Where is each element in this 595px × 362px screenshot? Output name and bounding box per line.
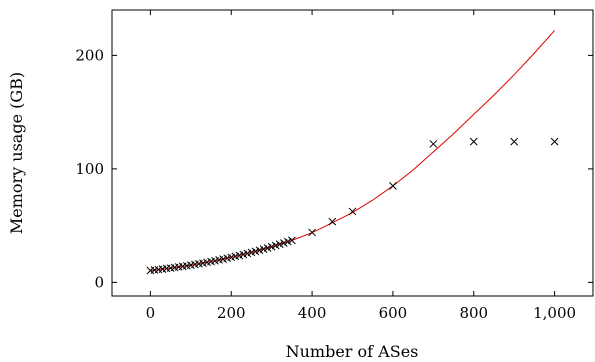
y-tick-label: 100 [75,160,104,178]
x-tick-label: 0 [146,304,156,322]
fit-curve [150,30,555,271]
y-axis-label: Memory usage (GB) [7,72,26,234]
data-point [550,137,559,146]
x-axis-label: Number of ASes [286,342,419,361]
y-tick-label: 200 [75,46,104,64]
y-tick-label: 0 [94,273,104,291]
x-tick-label: 200 [217,304,246,322]
data-point [429,140,438,148]
data-point [510,137,519,146]
y-axis-ticks: 0 100 200 [75,46,593,291]
x-tick-label: 400 [298,304,327,322]
x-tick-label: 1,000 [533,304,576,322]
data-point [389,182,397,190]
data-point [308,228,316,237]
data-points-layer [146,137,559,275]
data-point [348,207,357,216]
x-tick-label: 800 [459,304,488,322]
plot-frame [111,9,594,297]
x-axis-ticks: 0 200 400 600 800 1,000 [146,10,576,322]
data-point [328,217,337,226]
data-point [288,236,296,245]
data-point [279,239,288,247]
x-tick-label: 600 [379,304,408,322]
fit-line-layer [150,30,555,271]
data-point [469,137,478,146]
